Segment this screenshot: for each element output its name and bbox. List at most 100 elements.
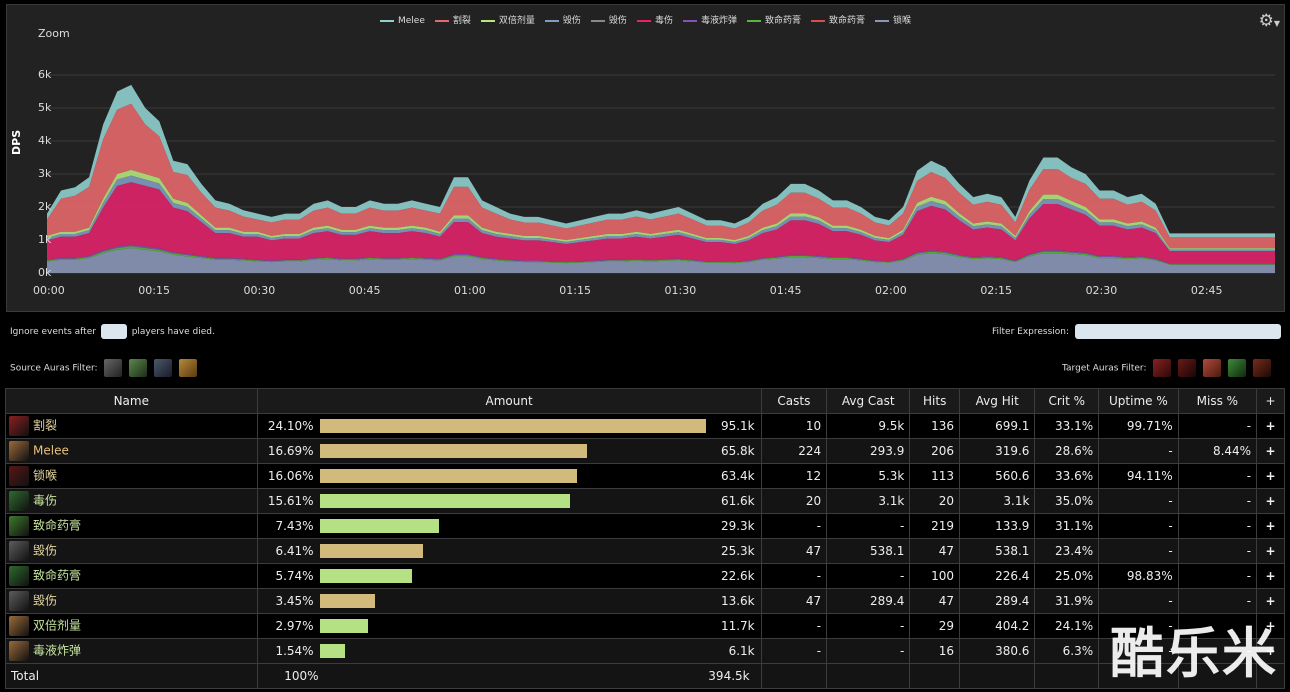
table-row[interactable]: 毒伤 15.61% 61.6k 20 3.1k 20 3.1k 35.0% - - +: [5, 488, 1285, 514]
spell-name-cell[interactable]: 毁伤: [5, 588, 258, 614]
rupture-area[interactable]: [47, 103, 1275, 249]
table-row[interactable]: Melee 16.69% 65.8k 224 293.9 206 319.6 28.6% -8.…: [5, 438, 1285, 464]
spell-name-cell[interactable]: 致命药膏: [5, 563, 258, 589]
legend-item[interactable]: 锁喉: [875, 13, 911, 26]
uptime-cell: -: [1098, 513, 1179, 539]
legend-item[interactable]: 致命药膏: [746, 13, 801, 26]
legend-item[interactable]: 割裂: [434, 13, 471, 26]
gear-icon[interactable]: ⚙▼: [1258, 11, 1280, 31]
col-header-name[interactable]: Name: [5, 388, 258, 414]
double-dose-area[interactable]: [47, 169, 1275, 250]
uptime-cell: -: [1098, 613, 1179, 639]
spell-name[interactable]: 毒液炸弹: [33, 643, 82, 658]
table-row[interactable]: 致命药膏 5.74% 22.6k - -100 226.4 25.0% 98.83% - +: [5, 563, 1285, 589]
expand-row-button[interactable]: +: [1256, 438, 1285, 464]
spell-name[interactable]: Melee: [33, 443, 69, 458]
spell-name-cell[interactable]: 锁喉: [5, 463, 258, 489]
spell-name-cell[interactable]: 毒液炸弹: [5, 638, 258, 664]
amount-percent: 16.06%: [267, 469, 314, 483]
expand-row-button[interactable]: +: [1256, 638, 1285, 664]
casts-cell: 12: [760, 463, 828, 489]
spell-name-cell[interactable]: 毁伤: [5, 538, 258, 564]
poison-aura-icon[interactable]: [129, 359, 148, 377]
spell-name-cell[interactable]: 割裂: [5, 413, 258, 439]
expand-row-button[interactable]: +: [1256, 563, 1285, 589]
miss-cell: -: [1177, 463, 1258, 489]
expand-row-button[interactable]: +: [1256, 513, 1285, 539]
legend-item[interactable]: 致命药膏: [810, 13, 865, 26]
deadly-poison-area[interactable]: [47, 246, 1275, 265]
legend-item[interactable]: 毁伤: [590, 13, 627, 26]
table-row[interactable]: 致命药膏 7.43% 29.3k - -219 133.9 31.1% - - +: [5, 513, 1285, 539]
table-row[interactable]: 锁喉 16.06% 63.4k 12 5.3k 113 560.6 33.6% 94.11% - +: [5, 463, 1285, 489]
legend-item[interactable]: 毒伤: [636, 13, 673, 26]
table-row[interactable]: 毒液炸弹 1.54% 6.1k - -16 380.6 6.3% - - +: [5, 638, 1285, 664]
chevron-down-icon[interactable]: ▼: [1273, 19, 1280, 28]
melee-area[interactable]: [47, 84, 1275, 238]
expand-row-button[interactable]: +: [1256, 613, 1285, 639]
spell-name-cell[interactable]: Melee: [5, 438, 258, 464]
rupture-aura-icon[interactable]: [1153, 359, 1172, 377]
legend-item[interactable]: Melee: [379, 16, 425, 26]
total-label: Total: [5, 663, 258, 689]
expand-row-button[interactable]: +: [1256, 538, 1285, 564]
expand-row-button[interactable]: +: [1256, 588, 1285, 614]
amount-bar: [319, 444, 587, 458]
table-row[interactable]: 毁伤 6.41% 25.3k 47 538.1 47 538.1 23.4% - - +: [5, 538, 1285, 564]
col-header-avg-cast[interactable]: Avg Cast: [826, 388, 911, 414]
avg-hit-cell: 3.1k: [959, 488, 1036, 514]
legend-swatch: [875, 19, 889, 22]
death-count-input[interactable]: [100, 324, 127, 339]
legend-swatch: [544, 19, 559, 22]
miss-cell: -: [1177, 563, 1258, 589]
spell-name[interactable]: 毒伤: [33, 493, 58, 508]
table-row[interactable]: 双倍剂量 2.97% 11.7k - -29 404.2 24.1% - - +: [5, 613, 1285, 639]
col-header-hits[interactable]: Hits: [909, 388, 961, 414]
add-column-button[interactable]: +: [1256, 388, 1285, 414]
amount-cell: 5.74% 22.6k: [256, 563, 762, 589]
col-header-casts[interactable]: Casts: [760, 388, 828, 414]
col-header-amount[interactable]: Amount: [256, 388, 762, 414]
spell-name-cell[interactable]: 毒伤: [5, 488, 258, 514]
buff-aura-icon[interactable]: [179, 359, 198, 377]
poison-bomb-area[interactable]: [47, 244, 1275, 265]
miss-cell: -: [1177, 513, 1258, 539]
expand-row-button[interactable]: +: [1256, 413, 1285, 439]
amount-bar: [319, 544, 423, 558]
amount-value: 22.6k: [720, 569, 755, 583]
expand-row-button[interactable]: +: [1256, 488, 1285, 514]
spell-name[interactable]: 毁伤: [33, 593, 58, 608]
spell-name[interactable]: 割裂: [33, 418, 58, 433]
garrote-area[interactable]: [47, 248, 1275, 273]
spell-name[interactable]: 毁伤: [33, 543, 58, 558]
debuff-aura-icon[interactable]: [1203, 359, 1222, 377]
deadly-poison-aura-icon[interactable]: [1228, 359, 1246, 377]
envenom-area[interactable]: [47, 182, 1275, 264]
spell-name[interactable]: 致命药膏: [33, 518, 82, 533]
avg-hit-cell: 226.4: [959, 563, 1036, 589]
legend-item[interactable]: 毒液炸弹: [682, 13, 737, 26]
filter-expression-input[interactable]: [1074, 324, 1281, 339]
table-row[interactable]: 毁伤 3.45% 13.6k 47 289.4 47 289.4 31.9% - - +: [5, 588, 1285, 614]
y-tick-label: 3k: [38, 167, 52, 180]
spell-name[interactable]: 致命药膏: [33, 568, 82, 583]
zoom-label[interactable]: Zoom: [38, 27, 70, 40]
col-header-avg-hit[interactable]: Avg Hit: [959, 388, 1036, 414]
garrote-aura-icon[interactable]: [1178, 359, 1197, 377]
table-row[interactable]: 割裂 24.10% 95.1k 10 9.5k 136 699.1 33.1% 99.71% - +: [5, 413, 1285, 439]
avg-cast-cell: 3.1k: [826, 488, 911, 514]
bleed-aura-icon[interactable]: [1252, 359, 1271, 377]
spell-name-cell[interactable]: 双倍剂量: [5, 613, 258, 639]
expand-row-button[interactable]: +: [1256, 463, 1285, 489]
spell-name-cell[interactable]: 致命药膏: [5, 513, 258, 539]
col-header-crit[interactable]: Crit %: [1034, 388, 1100, 414]
legend-item[interactable]: 双倍剂量: [480, 13, 535, 26]
col-header-uptime[interactable]: Uptime %: [1098, 388, 1179, 414]
mutilate-area[interactable]: [47, 175, 1275, 252]
spell-name[interactable]: 双倍剂量: [33, 618, 82, 633]
col-header-miss[interactable]: Miss %: [1177, 388, 1258, 414]
shadow-aura-icon[interactable]: [154, 359, 173, 377]
spell-name[interactable]: 锁喉: [33, 468, 58, 483]
legend-item[interactable]: 毁伤: [544, 13, 581, 26]
blade-aura-icon[interactable]: [104, 359, 123, 377]
